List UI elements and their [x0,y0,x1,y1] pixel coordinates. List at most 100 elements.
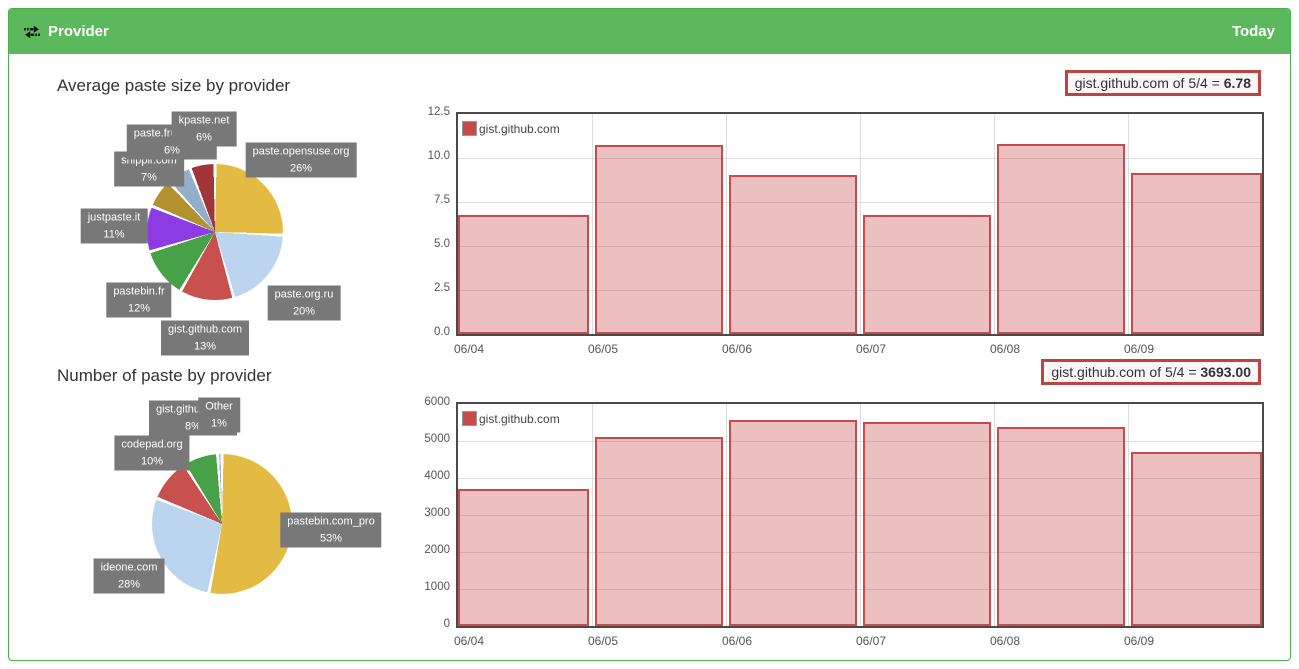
today-button[interactable]: Today [1231,23,1275,40]
v-gridline [1128,114,1129,334]
bar-06/04[interactable] [458,214,589,334]
section-title-paste-count: Number of paste by provider [57,366,272,385]
plot-area: gist.github.com [458,404,1262,626]
y-axis-label: 2.5 [434,282,450,294]
exchange-icon [24,25,40,39]
pie-slice-percent: 7% [141,171,157,183]
x-axis-label: 06/07 [855,342,887,356]
pie-slice-percent: 13% [193,340,217,352]
x-axis-label: 06/09 [1123,634,1155,648]
v-gridline [726,114,727,334]
pie-slice-label: pastebin.fr 12% [106,282,172,318]
x-axis-label: 06/04 [453,342,485,356]
v-gridline [726,404,727,626]
bar-06/05[interactable] [595,436,723,626]
y-axis-label: 5000 [424,433,450,445]
legend-label: gist.github.com [479,121,560,136]
pie-slice-label: kpaste.net 6% [171,111,237,147]
stat-callout-paste-count: gist.github.com of 5/4 = 3693.00 [1041,359,1261,385]
pie-chart-count-pie[interactable] [152,454,292,594]
x-axis-label: 06/06 [721,634,753,648]
bar-06/05[interactable] [595,144,723,334]
x-axis-label: 06/06 [721,342,753,356]
v-gridline [592,114,593,334]
y-axis-label: 0.0 [434,326,450,338]
panel-title: Provider [48,23,109,40]
bar-06/04[interactable] [458,489,589,626]
legend-swatch [462,411,477,426]
x-axis-label: 06/05 [587,342,619,356]
pie-slice-label: paste.opensuse.org 26% [245,142,357,178]
pie-slice-name: ideone.com [100,561,158,574]
y-axis-label: 3000 [424,507,450,519]
pie-slice-label: paste.org.ru 20% [267,285,341,321]
y-axis-label: 7.5 [434,194,450,206]
plot-area: gist.github.com [458,114,1262,334]
bar-06/08[interactable] [997,427,1125,626]
pie-slice-label: Other 1% [198,397,240,433]
pie-slice-name: paste.opensuse.org [252,145,350,158]
pie-chart-avg-size-pie[interactable] [147,164,283,300]
stat-callout-text: gist.github.com of 5/4 = [1074,75,1224,91]
bar-06/06[interactable] [729,419,857,626]
x-axis-label: 06/05 [587,634,619,648]
pie-slice-percent: 8% [185,420,201,432]
pie-slice-percent: 1% [211,417,227,429]
x-axis-label: 06/08 [989,342,1021,356]
pie-slice-name: pastebin.com_pro [287,515,375,528]
pie-slice-percent: 6% [196,131,212,143]
y-axis-label: 0 [443,618,450,630]
pie-slice-name: gist.github.com [168,323,242,336]
bar-06/06[interactable] [729,174,857,334]
pie-slice-percent: 53% [319,532,343,544]
pie-slice-percent: 12% [127,302,151,314]
v-gridline [1128,404,1129,626]
v-gridline [860,404,861,626]
bar-06/07[interactable] [863,214,991,334]
pie-slice-name: pastebin.fr [113,285,165,298]
pie-slice-name: paste.org.ru [274,288,334,301]
bar-06/08[interactable] [997,143,1125,334]
pie-slice-label: ideone.com 28% [93,558,165,594]
legend-swatch [462,121,477,136]
pie-slice-name: kpaste.net [178,114,230,127]
y-axis-label: 2000 [424,544,450,556]
pie-slice-label: justpaste.it 11% [80,208,148,244]
v-gridline [592,404,593,626]
pie-slice-percent: 11% [103,228,125,240]
bar-plot-count-bars: gist.github.com [456,402,1264,628]
pie-slice-label: codepad.org 10% [114,435,190,471]
pie-slice-name: Other [205,400,233,413]
stat-callout-average-size: gist.github.com of 5/4 = 6.78 [1064,70,1261,96]
pie-slice-name: codepad.org [121,438,183,451]
y-axis-label: 12.5 [427,106,450,118]
pie-slice-label: gist.github.com 13% [161,320,249,356]
x-axis-label: 06/07 [855,634,887,648]
bar-06/09[interactable] [1131,452,1262,626]
pie-slice-percent: 26% [289,162,313,174]
y-axis-label: 4000 [424,470,450,482]
legend-label: gist.github.com [479,411,560,426]
v-gridline [860,114,861,334]
section-title-average-size: Average paste size by provider [57,76,291,95]
pie-slice-percent: 28% [117,578,141,590]
pie-slice-name: justpaste.it [87,211,141,224]
pie-slice-label: pastebin.com_pro 53% [280,512,382,548]
v-gridline [994,404,995,626]
stat-callout-value: 6.78 [1223,75,1251,91]
bar-06/09[interactable] [1131,172,1262,334]
pie-slice-percent: 20% [292,305,316,317]
stat-callout-text: gist.github.com of 5/4 = [1051,364,1201,380]
x-axis-label: 06/08 [989,634,1021,648]
chart-legend: gist.github.com [462,411,560,426]
bar-06/07[interactable] [863,421,991,626]
pie-slice-percent: 6% [164,144,180,156]
v-gridline [994,114,995,334]
panel-header: Provider Today [9,9,1290,54]
x-axis-label: 06/09 [1123,342,1155,356]
y-axis-label: 1000 [424,581,450,593]
bar-plot-avg-size-bars: gist.github.com [456,112,1264,336]
stat-callout-value: 3693.00 [1200,364,1251,380]
pie-slice-percent: 10% [140,455,164,467]
